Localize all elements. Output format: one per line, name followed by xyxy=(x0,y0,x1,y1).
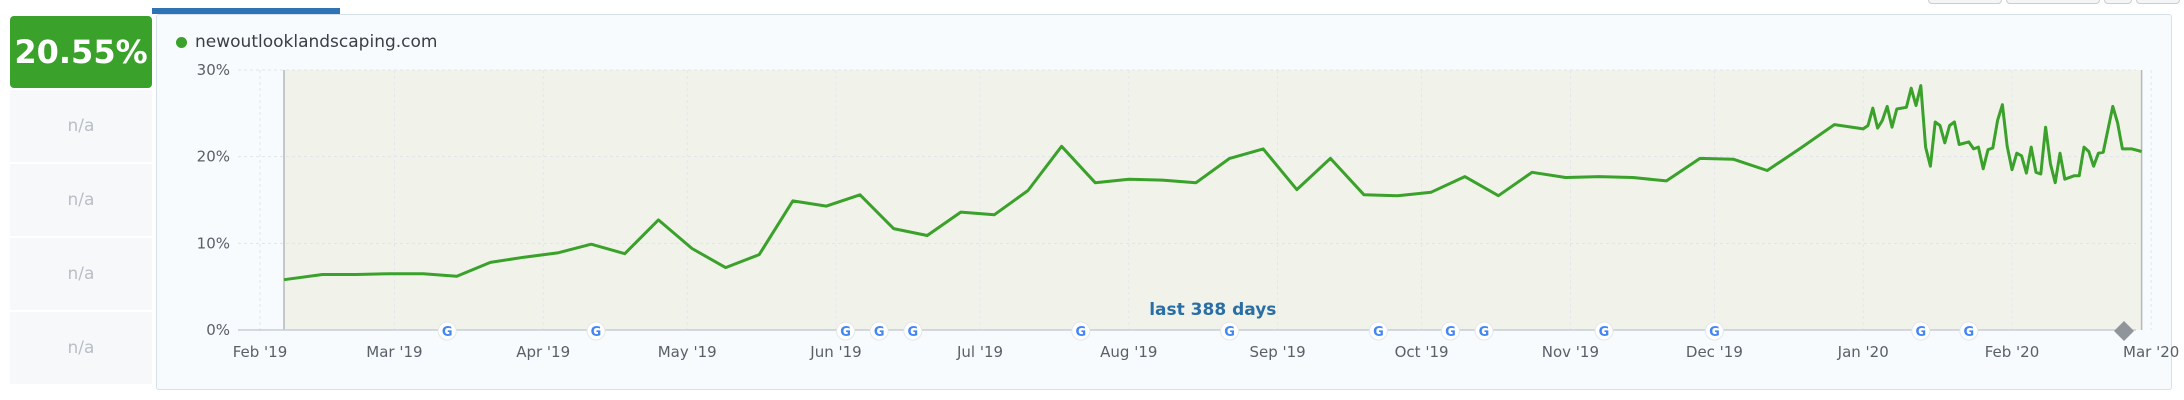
google-update-marker xyxy=(1368,321,1388,341)
google-update-marker xyxy=(869,321,889,341)
x-tick-label: Feb '20 xyxy=(1985,343,2040,361)
google-update-marker xyxy=(1959,321,1979,341)
y-tick-label: 20% xyxy=(197,148,230,166)
google-update-marker xyxy=(1594,321,1614,341)
google-icon: G xyxy=(874,325,885,340)
google-icon: G xyxy=(1075,325,1086,340)
na-value: n/a xyxy=(67,264,95,284)
y-tick-label: 0% xyxy=(206,321,230,339)
google-update-marker xyxy=(1474,321,1494,341)
google-icon: G xyxy=(591,325,602,340)
y-tick-label: 30% xyxy=(197,61,230,79)
google-icon: G xyxy=(1915,325,1926,340)
x-tick-label: Mar '20 xyxy=(2123,343,2179,361)
chart-legend[interactable]: newoutlooklandscaping.com xyxy=(176,30,437,54)
google-update-marker xyxy=(1911,321,1931,341)
x-tick-label: Jul '19 xyxy=(956,343,1003,361)
na-value: n/a xyxy=(67,338,95,358)
google-update-marker xyxy=(1704,321,1724,341)
google-update-marker xyxy=(437,321,457,341)
x-tick-label: Feb '19 xyxy=(233,343,288,361)
google-icon: G xyxy=(840,325,851,340)
legend-dot xyxy=(176,36,187,48)
x-tick-label: Apr '19 xyxy=(516,343,570,361)
na-value: n/a xyxy=(67,116,95,136)
google-icon: G xyxy=(1709,325,1720,340)
legend-label: newoutlooklandscaping.com xyxy=(195,32,438,52)
selected-period-area xyxy=(284,70,2142,330)
google-icon: G xyxy=(1445,325,1456,340)
google-icon: G xyxy=(1224,325,1235,340)
google-update-marker xyxy=(1220,321,1240,341)
end-diamond-icon xyxy=(2114,321,2134,341)
x-tick-label: Aug '19 xyxy=(1100,343,1157,361)
period-label: last 388 days xyxy=(1149,300,1276,320)
na-cell: n/a xyxy=(10,238,152,310)
score-badge: 20.55% xyxy=(10,16,152,88)
x-tick-label: Oct '19 xyxy=(1395,343,1449,361)
score-column: 20.55% n/a n/a n/a n/a xyxy=(10,16,152,384)
active-tab-indicator[interactable] xyxy=(152,8,340,14)
google-icon: G xyxy=(1963,325,1974,340)
google-icon: G xyxy=(442,325,453,340)
x-tick-label: Jan '20 xyxy=(1837,343,1889,361)
y-tick-label: 10% xyxy=(197,234,230,252)
x-tick-label: Sep '19 xyxy=(1249,343,1305,361)
score-value: 20.55% xyxy=(14,33,148,71)
google-icon: G xyxy=(1373,325,1384,340)
x-tick-label: May '19 xyxy=(658,343,717,361)
x-tick-label: Nov '19 xyxy=(1542,343,1599,361)
na-cell: n/a xyxy=(10,164,152,236)
na-cell: n/a xyxy=(10,90,152,162)
na-value: n/a xyxy=(67,190,95,210)
google-icon: G xyxy=(907,325,918,340)
na-cell: n/a xyxy=(10,312,152,384)
google-icon: G xyxy=(1479,325,1490,340)
x-tick-label: Dec '19 xyxy=(1686,343,1743,361)
google-update-marker xyxy=(1071,321,1091,341)
x-tick-label: Jun '19 xyxy=(809,343,861,361)
google-update-marker xyxy=(836,321,856,341)
google-update-marker xyxy=(1440,321,1460,341)
x-tick-label: Mar '19 xyxy=(366,343,422,361)
series-line xyxy=(283,84,2142,282)
google-update-marker xyxy=(903,321,923,341)
google-update-marker xyxy=(586,321,606,341)
google-icon: G xyxy=(1599,325,1610,340)
